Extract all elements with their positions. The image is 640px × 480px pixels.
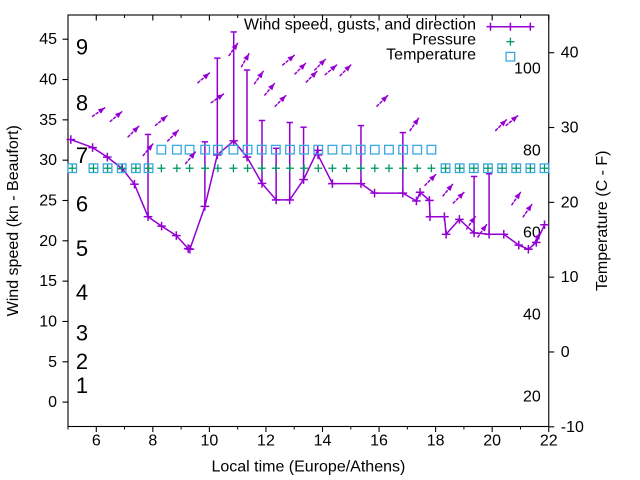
svg-text:7: 7	[76, 143, 88, 168]
svg-text:1: 1	[76, 373, 88, 398]
svg-text:5: 5	[48, 354, 57, 371]
svg-text:4: 4	[76, 280, 88, 305]
svg-text:30: 30	[561, 120, 579, 137]
svg-text:30: 30	[39, 152, 57, 169]
svg-text:8: 8	[76, 91, 88, 116]
svg-text:0: 0	[561, 344, 570, 361]
svg-text:40: 40	[523, 307, 541, 324]
svg-text:40: 40	[561, 45, 579, 62]
svg-text:Temperature (C - F): Temperature (C - F)	[594, 151, 611, 291]
svg-text:16: 16	[370, 433, 388, 450]
svg-text:12: 12	[257, 433, 275, 450]
svg-text:22: 22	[540, 433, 558, 450]
svg-text:18: 18	[427, 433, 445, 450]
svg-text:14: 14	[314, 433, 332, 450]
svg-text:20: 20	[523, 389, 541, 406]
svg-text:2: 2	[76, 349, 88, 374]
svg-text:8: 8	[148, 433, 157, 450]
svg-text:10: 10	[39, 313, 57, 330]
svg-text:Wind speed (kn - Beaufort): Wind speed (kn - Beaufort)	[5, 125, 22, 316]
svg-text:Temperature: Temperature	[386, 47, 476, 64]
svg-text:Local time (Europe/Athens): Local time (Europe/Athens)	[211, 459, 405, 476]
svg-text:6: 6	[92, 433, 101, 450]
svg-text:9: 9	[76, 34, 88, 59]
svg-text:-10: -10	[561, 419, 584, 436]
svg-text:10: 10	[561, 269, 579, 286]
svg-text:20: 20	[561, 194, 579, 211]
svg-text:35: 35	[39, 112, 57, 129]
svg-text:15: 15	[39, 273, 57, 290]
svg-text:25: 25	[39, 192, 57, 209]
svg-text:6: 6	[76, 192, 88, 217]
svg-text:80: 80	[523, 143, 541, 160]
svg-text:40: 40	[39, 72, 57, 89]
svg-text:100: 100	[514, 61, 541, 78]
svg-text:3: 3	[76, 321, 88, 346]
svg-text:5: 5	[76, 236, 88, 261]
svg-text:10: 10	[201, 433, 219, 450]
svg-text:0: 0	[48, 394, 57, 411]
svg-text:20: 20	[39, 233, 57, 250]
svg-text:20: 20	[483, 433, 501, 450]
svg-text:45: 45	[39, 31, 57, 48]
